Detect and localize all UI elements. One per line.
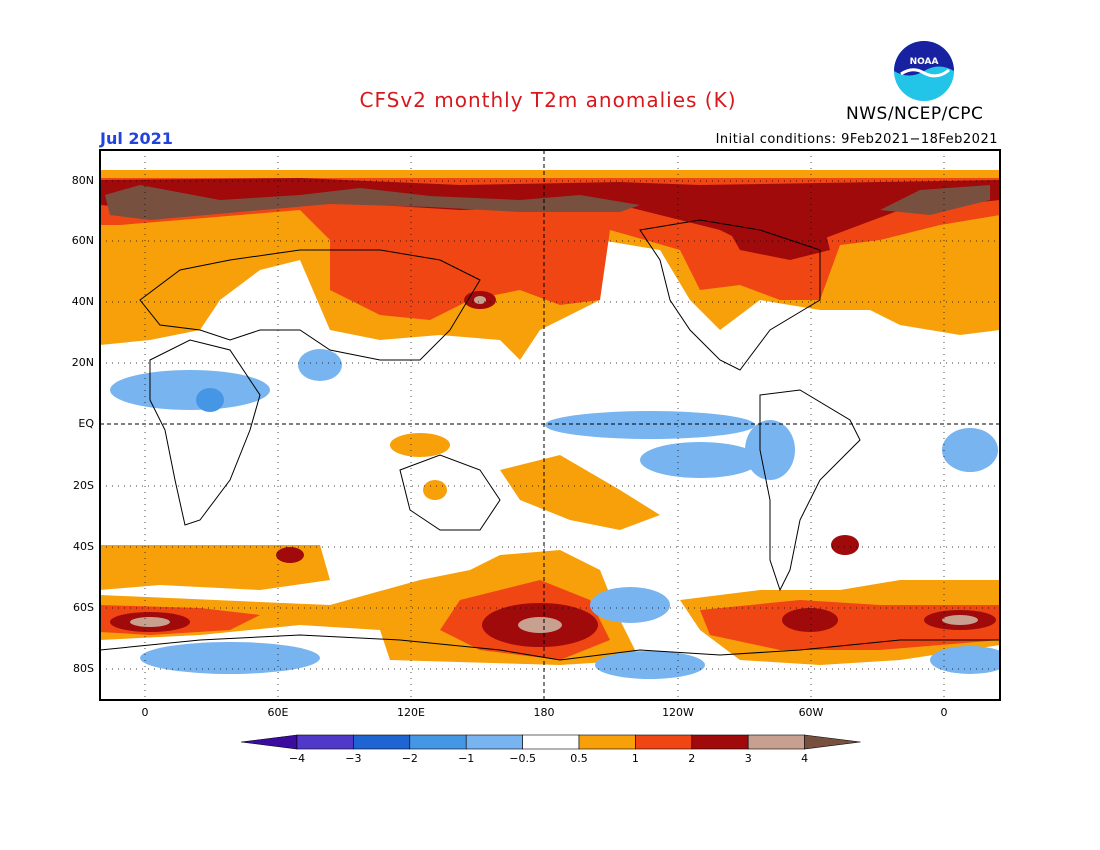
map-gridlines <box>100 150 1000 700</box>
lat-label: 40N <box>71 295 94 308</box>
lat-label: 60N <box>71 234 94 247</box>
colorbar-tick-label: −0.5 <box>509 752 536 765</box>
antarctica-coast <box>100 634 1000 661</box>
lat-label: 80N <box>71 174 94 187</box>
lat-label: 80S <box>73 662 94 675</box>
anomaly-field <box>100 170 1000 679</box>
svg-text:NOAA: NOAA <box>910 57 939 67</box>
colorbar-tick-label: −1 <box>458 752 475 765</box>
noaa-logo-icon: NOAA <box>894 41 954 101</box>
australia-coast <box>399 454 501 531</box>
lat-label: 20S <box>73 479 94 492</box>
map-frame <box>99 149 1001 701</box>
colorbar-tick-label: 3 <box>744 752 752 765</box>
colorbar-tick-label: 1 <box>631 752 639 765</box>
lat-label: 20N <box>71 356 94 369</box>
colorbar-tick-label: 4 <box>801 752 809 765</box>
colorbar-tick-label: −2 <box>401 752 418 765</box>
sh-orange-band <box>100 545 330 590</box>
sa-cool-patch <box>745 420 795 480</box>
chart-title: CFSv2 monthly T2m anomalies (K) <box>359 88 737 112</box>
lon-label: 60W <box>798 706 824 719</box>
africa-coast <box>149 339 261 526</box>
south-america-coast <box>759 389 861 592</box>
lon-label: 120E <box>397 706 425 719</box>
initial-conditions: Initial conditions: 9Feb2021−18Feb2021 <box>715 132 998 147</box>
lat-label: EQ <box>78 417 94 430</box>
lat-label: 60S <box>73 601 94 614</box>
coastlines <box>100 219 1000 661</box>
colorbar-tick-label: −3 <box>345 752 362 765</box>
north-america-coast <box>639 219 821 371</box>
lon-label: 0 <box>940 706 948 719</box>
lon-label: 120W <box>662 706 694 719</box>
lat-label: 40S <box>73 540 94 553</box>
lon-label: 180 <box>533 706 555 719</box>
australia-warm-patch <box>500 455 660 530</box>
lon-label: 0 <box>141 706 149 719</box>
sh-cool-patch <box>140 642 320 674</box>
africa-cool-patch <box>110 370 270 410</box>
europe-asia-coast <box>139 249 481 361</box>
lon-label: 60E <box>267 706 289 719</box>
colorbar-tick-label: −4 <box>288 752 306 765</box>
colorbar-tick-label: 0.5 <box>570 752 588 765</box>
agency-label: NWS/NCEP/CPC <box>846 104 984 124</box>
pacific-cool-tongue <box>545 411 755 439</box>
india-cool-patch <box>298 349 342 381</box>
nh-brown-band-east <box>880 185 990 215</box>
forecast-month: Jul 2021 <box>100 129 173 148</box>
nh-brown-band <box>105 185 640 220</box>
colorbar-tick-label: 2 <box>688 752 696 765</box>
